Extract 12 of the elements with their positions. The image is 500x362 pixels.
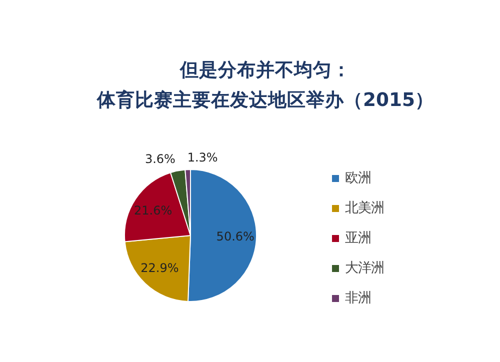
data-label: 22.9% [140,261,179,276]
data-label: 3.6% [144,152,176,166]
legend-label: 非洲 [345,290,371,307]
legend-label: 大洋洲 [345,260,384,277]
data-label: 1.3% [187,150,218,165]
chart-title: 但是分布并不均匀： [179,59,351,81]
legend-label: 亚洲 [345,230,371,247]
legend-label: 北美洲 [345,200,384,217]
data-label: 21.6% [134,204,172,218]
data-label: 50.6% [216,229,254,244]
chart-subtitle: 体育比赛主要在发达地区举办（2015） [96,89,434,111]
legend-label: 欧洲 [345,170,371,187]
